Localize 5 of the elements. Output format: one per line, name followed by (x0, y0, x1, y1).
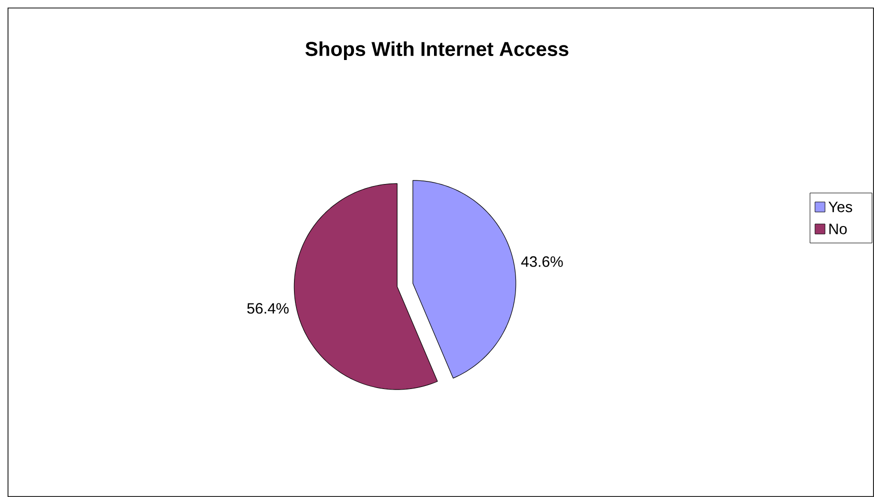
data-label: 56.4% (247, 303, 289, 314)
data-label: 43.6% (521, 256, 563, 267)
legend-label: No (829, 224, 847, 234)
chart-title: Shops With Internet Access (305, 41, 568, 60)
legend-label: Yes (828, 202, 852, 212)
